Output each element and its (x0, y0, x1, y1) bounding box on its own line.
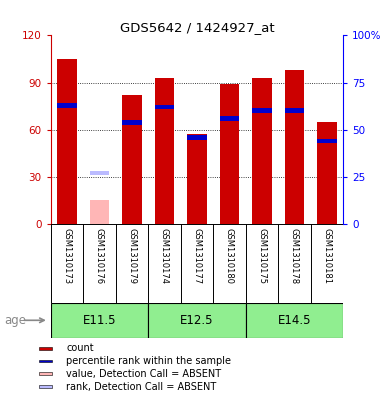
Text: rank, Detection Call = ABSENT: rank, Detection Call = ABSENT (66, 382, 216, 391)
Bar (148, 303, 246, 338)
Bar (252, 108, 272, 113)
Text: GSM1310177: GSM1310177 (192, 228, 202, 284)
Bar (155, 78, 174, 224)
Text: percentile rank within the sample: percentile rank within the sample (66, 356, 231, 366)
Bar (220, 84, 239, 224)
Text: GSM1310181: GSM1310181 (323, 228, 332, 284)
Bar (317, 139, 337, 143)
Bar (285, 108, 304, 113)
Text: value, Detection Call = ABSENT: value, Detection Call = ABSENT (66, 369, 222, 379)
Bar (39, 360, 52, 362)
Bar (39, 347, 52, 350)
Text: E14.5: E14.5 (278, 314, 311, 327)
Bar (122, 95, 142, 224)
Bar (57, 103, 77, 108)
Bar (90, 171, 109, 175)
Bar (317, 122, 337, 224)
Bar (187, 134, 207, 224)
Bar (39, 373, 52, 375)
Text: GSM1310178: GSM1310178 (290, 228, 299, 284)
Bar (220, 116, 239, 121)
Text: GSM1310176: GSM1310176 (95, 228, 104, 284)
Text: E11.5: E11.5 (83, 314, 116, 327)
Text: GSM1310180: GSM1310180 (225, 228, 234, 284)
Bar (252, 78, 272, 224)
Text: GSM1310174: GSM1310174 (160, 228, 169, 284)
Text: count: count (66, 343, 94, 353)
Text: GSM1310179: GSM1310179 (128, 228, 136, 284)
Text: E12.5: E12.5 (180, 314, 214, 327)
Bar (246, 303, 343, 338)
Bar (155, 105, 174, 109)
Bar (90, 200, 109, 224)
Bar (51, 303, 148, 338)
Bar (187, 135, 207, 140)
Bar (122, 120, 142, 125)
Text: GSM1310175: GSM1310175 (257, 228, 266, 284)
Title: GDS5642 / 1424927_at: GDS5642 / 1424927_at (120, 21, 274, 34)
Text: age: age (4, 314, 26, 327)
Bar (39, 385, 52, 388)
Bar (285, 70, 304, 224)
Text: GSM1310173: GSM1310173 (62, 228, 71, 284)
Bar (57, 59, 77, 224)
